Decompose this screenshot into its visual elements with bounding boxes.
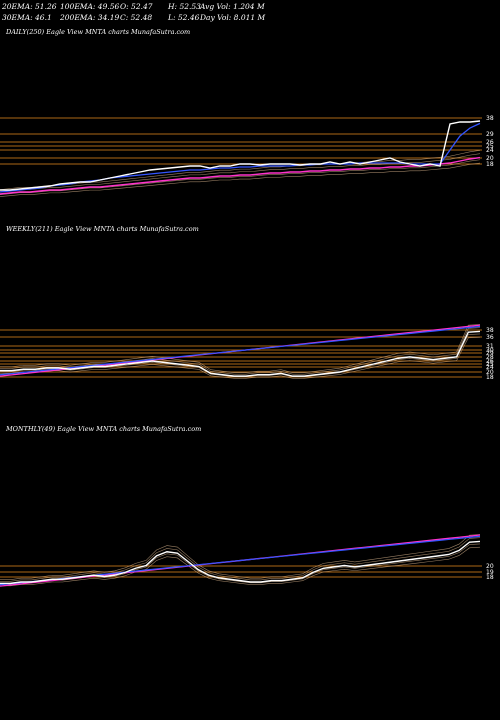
monthly-panel: MONTHLY(49) Eagle View MNTA charts Munaf… [0, 425, 500, 715]
ma-thin-line [0, 162, 481, 197]
ma-thin-line [0, 159, 481, 195]
ma-thin-line [0, 150, 481, 190]
ma-thin-line [0, 324, 481, 373]
ema30-label: 30EMA: 46.1 [2, 13, 52, 22]
level-label: 38 [486, 327, 494, 334]
ma-thin-line [0, 537, 481, 582]
high-label: H: 52.53 [168, 2, 201, 11]
level-label: 28 [486, 354, 494, 361]
price-line [0, 330, 481, 377]
level-label: 26 [486, 358, 494, 365]
open-label: O: 52.47 [120, 2, 153, 11]
level-label: 24 [486, 364, 494, 371]
close-label: C: 52.48 [120, 13, 153, 22]
ema20-label: 20EMA: 51.26 [2, 2, 57, 11]
level-label: 20 [486, 155, 494, 162]
ma-thin-line [0, 327, 481, 375]
daily-panel: DAILY(250) Eagle View MNTA charts Munafa… [0, 28, 500, 223]
level-label: 36 [486, 334, 494, 341]
level-label: 24 [486, 147, 494, 154]
level-label: 20 [486, 369, 494, 376]
ema100-label: 100EMA: 49.56 [60, 2, 120, 11]
level-label: 30 [486, 347, 494, 354]
dayvol-label: Day Vol: 8.011 M [200, 13, 266, 22]
ma-thin-line [0, 336, 481, 379]
ma-thin-line [0, 534, 481, 581]
level-label: 18 [486, 574, 494, 581]
avgvol-label: Avg Vol: 1.204 M [200, 2, 265, 11]
level-label: 29 [486, 350, 494, 357]
daily-title: DAILY(250) Eagle View MNTA charts Munafa… [6, 28, 191, 36]
level-label: 18 [486, 374, 494, 381]
header-stats: 20EMA: 51.26 100EMA: 49.56 O: 52.47 H: 5… [0, 0, 500, 24]
weekly-panel: WEEKLY(211) Eagle View MNTA charts Munaf… [0, 225, 500, 420]
price-line [0, 120, 481, 191]
monthly-title: MONTHLY(49) Eagle View MNTA charts Munaf… [6, 425, 202, 433]
level-label: 26 [486, 139, 494, 146]
level-label: 25 [486, 143, 494, 150]
level-label: 25 [486, 361, 494, 368]
level-label: 18 [486, 161, 494, 168]
ma-thin-line [0, 546, 481, 587]
ema-fast-line [0, 325, 481, 376]
level-label: 29 [486, 131, 494, 138]
ma-thin-line [0, 333, 481, 378]
level-label: 31 [486, 343, 494, 350]
level-label: 38 [486, 115, 494, 122]
low-label: L: 52.46 [168, 13, 200, 22]
level-label: 19 [486, 569, 494, 576]
ema200-label: 200EMA: 34.19 [60, 13, 120, 22]
price-line [0, 540, 481, 585]
ema-slow-line [0, 156, 481, 195]
level-label: 20 [486, 563, 494, 570]
weekly-title: WEEKLY(211) Eagle View MNTA charts Munaf… [6, 225, 199, 233]
